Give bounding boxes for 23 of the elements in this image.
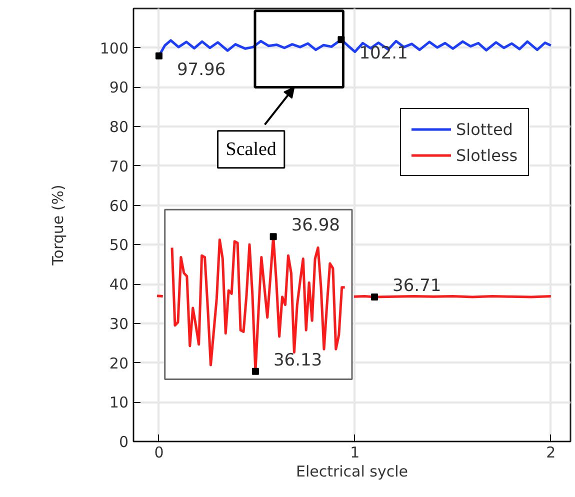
y-tick-label: 70 [109,157,129,176]
y-axis-title: Torque (%) [48,184,67,266]
x-axis-title: Electrical sycle [296,462,408,480]
y-tick-label: 30 [109,314,129,333]
y-tick-label: 60 [109,196,129,215]
annotation: 102.1 [359,44,408,64]
y-tick-label: 40 [109,276,129,294]
x-tick-label: 2 [546,444,556,462]
x-tick-label: 1 [350,444,360,462]
annotation: 36.71 [392,276,442,296]
y-tick-label: 20 [109,354,129,372]
y-tick-label: 50 [109,236,129,254]
data-label: 36.98 [291,216,340,236]
legend-label: Slotless [456,146,518,164]
y-tick-label: 10 [109,394,129,412]
x-tick-label: 0 [154,444,164,462]
data-label: 36.13 [273,350,322,370]
y-tick-label: 80 [109,118,129,136]
annotation: Scaled [226,138,277,160]
legend-label: Slotted [456,120,513,138]
y-tick-label: 90 [109,78,129,97]
y-tick-label: 100 [100,39,129,58]
annotation: 97.96 [176,60,226,80]
